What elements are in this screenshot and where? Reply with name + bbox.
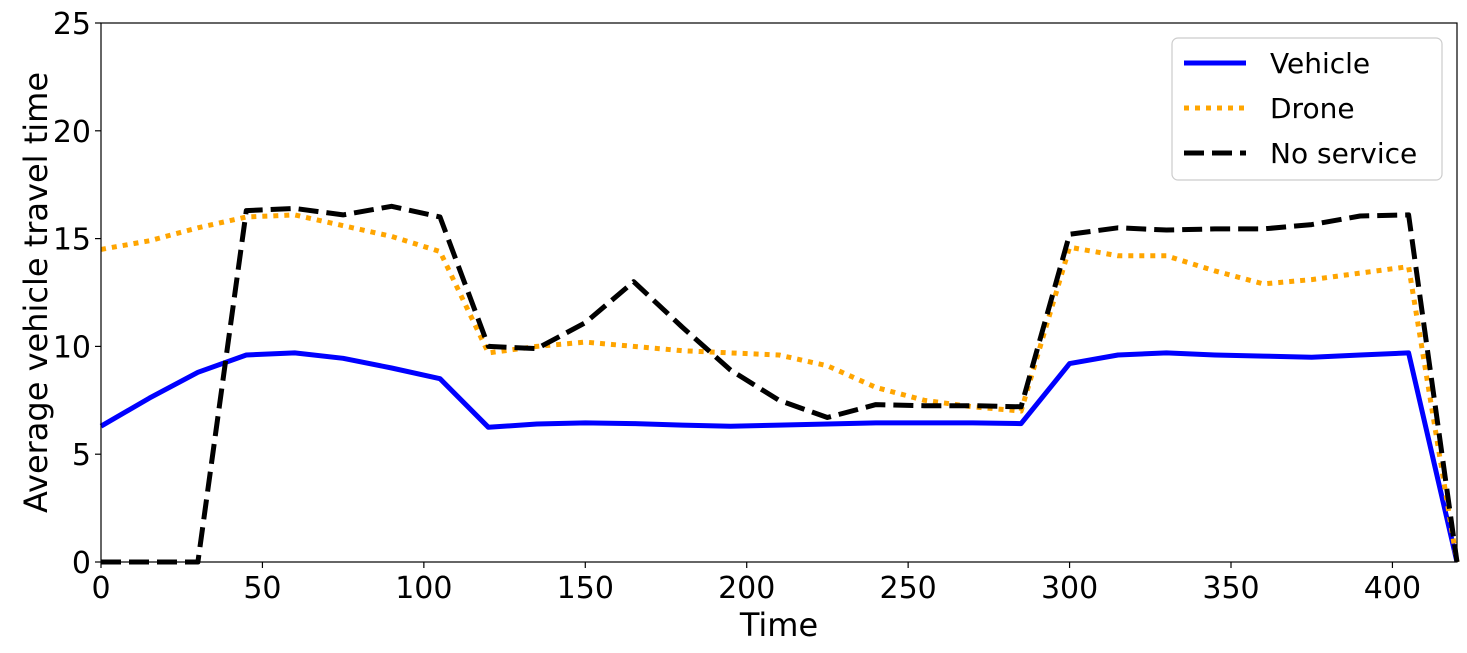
y-tick-label: 5 bbox=[72, 438, 91, 473]
legend: Vehicle Drone No service bbox=[1171, 37, 1443, 181]
x-tick-label: 50 bbox=[243, 571, 281, 606]
series-line-no-service bbox=[101, 203, 1460, 565]
x-tick-label: 100 bbox=[395, 571, 452, 606]
x-tick-label: 400 bbox=[1364, 571, 1421, 606]
x-tick-label: 350 bbox=[1202, 571, 1259, 606]
y-tick-label: 25 bbox=[53, 7, 91, 42]
series-line-vehicle bbox=[99, 350, 1460, 563]
series-line-drone bbox=[100, 212, 1460, 563]
plot-lines bbox=[99, 203, 1460, 565]
legend-label: Vehicle bbox=[1270, 47, 1370, 80]
x-tick-label: 200 bbox=[718, 571, 775, 606]
x-tick-label: 250 bbox=[880, 571, 937, 606]
y-tick-label: 10 bbox=[53, 330, 91, 365]
y-tick-label: 15 bbox=[53, 223, 91, 258]
legend-box bbox=[1171, 37, 1443, 181]
x-tick-label: 0 bbox=[91, 571, 110, 606]
x-tick-label: 300 bbox=[1041, 571, 1098, 606]
legend-label: No service bbox=[1270, 137, 1417, 170]
y-axis-label: Average vehicle travel time bbox=[17, 72, 55, 513]
y-tick-label: 0 bbox=[72, 546, 91, 581]
x-axis-ticks: 0 50 100 150 200 250 300 350 400 bbox=[91, 562, 1421, 606]
x-tick-label: 150 bbox=[557, 571, 614, 606]
plot-frame bbox=[100, 22, 1458, 563]
y-axis-ticks: 0 5 10 15 20 25 bbox=[53, 7, 101, 581]
legend-label: Drone bbox=[1270, 92, 1355, 125]
x-axis-label: Time bbox=[739, 606, 818, 644]
y-tick-label: 20 bbox=[53, 115, 91, 150]
